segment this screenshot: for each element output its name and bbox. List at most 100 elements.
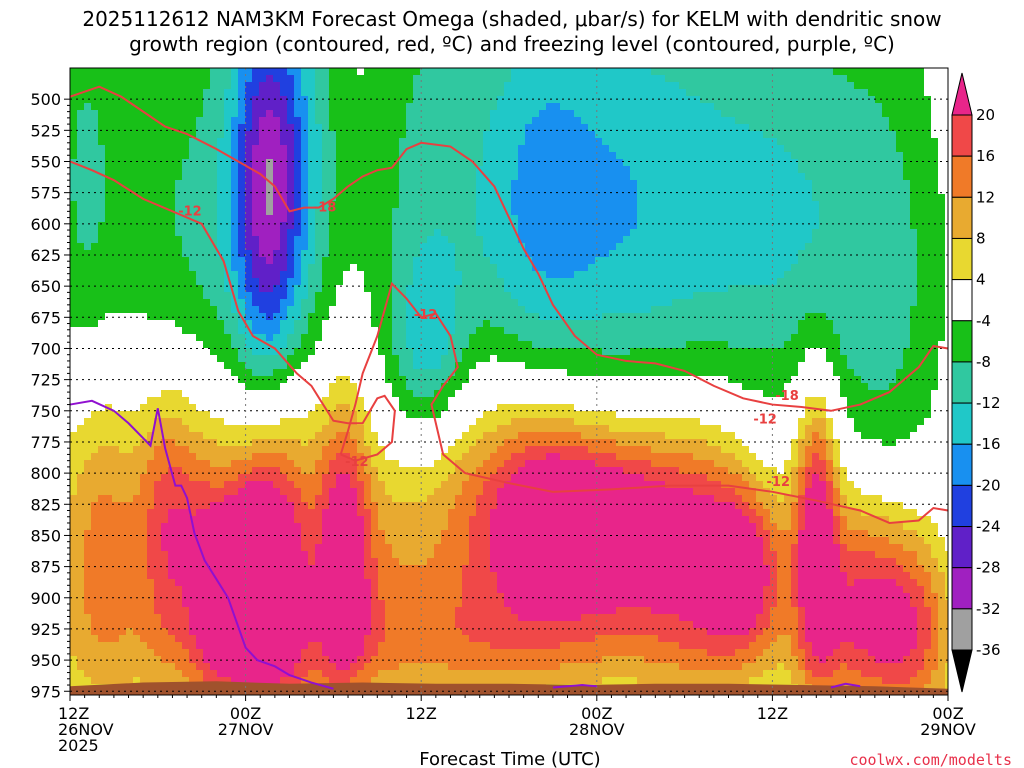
omega-cell bbox=[343, 558, 350, 565]
omega-cell bbox=[70, 474, 77, 481]
omega-cell bbox=[140, 460, 147, 467]
omega-cell bbox=[308, 103, 315, 110]
omega-cell bbox=[280, 341, 287, 348]
omega-cell bbox=[469, 208, 476, 215]
omega-cell bbox=[154, 152, 161, 159]
omega-cell bbox=[448, 320, 455, 327]
omega-cell bbox=[476, 439, 483, 446]
omega-cell bbox=[133, 166, 140, 173]
omega-cell bbox=[84, 446, 91, 453]
omega-cell bbox=[420, 649, 427, 656]
omega-cell bbox=[385, 600, 392, 607]
omega-cell bbox=[497, 250, 504, 257]
omega-cell bbox=[392, 390, 399, 397]
omega-cell bbox=[364, 250, 371, 257]
omega-cell bbox=[455, 257, 462, 264]
omega-cell bbox=[266, 593, 273, 600]
omega-cell bbox=[273, 243, 280, 250]
omega-cell bbox=[112, 215, 119, 222]
omega-cell bbox=[371, 320, 378, 327]
omega-cell bbox=[308, 649, 315, 656]
omega-cell bbox=[336, 593, 343, 600]
omega-cell bbox=[322, 446, 329, 453]
omega-cell bbox=[154, 467, 161, 474]
omega-cell bbox=[70, 649, 77, 656]
omega-cell bbox=[462, 495, 469, 502]
omega-cell bbox=[77, 649, 84, 656]
omega-cell bbox=[280, 551, 287, 558]
omega-cell bbox=[441, 229, 448, 236]
omega-cell bbox=[406, 670, 413, 677]
omega-cell bbox=[434, 173, 441, 180]
omega-cell bbox=[329, 467, 336, 474]
omega-cell bbox=[476, 565, 483, 572]
omega-cell bbox=[357, 201, 364, 208]
omega-cell bbox=[133, 572, 140, 579]
omega-cell bbox=[301, 432, 308, 439]
omega-cell bbox=[434, 201, 441, 208]
omega-cell bbox=[84, 439, 91, 446]
omega-cell bbox=[469, 544, 476, 551]
omega-cell bbox=[413, 313, 420, 320]
omega-cell bbox=[161, 411, 168, 418]
omega-cell bbox=[119, 593, 126, 600]
omega-cell bbox=[98, 439, 105, 446]
omega-cell bbox=[126, 292, 133, 299]
omega-cell bbox=[469, 110, 476, 117]
omega-cell bbox=[147, 432, 154, 439]
omega-cell bbox=[462, 649, 469, 656]
omega-cell bbox=[217, 516, 224, 523]
omega-cell bbox=[266, 516, 273, 523]
omega-cell bbox=[112, 551, 119, 558]
omega-cell bbox=[126, 607, 133, 614]
omega-cell bbox=[133, 621, 140, 628]
omega-cell bbox=[77, 264, 84, 271]
omega-cell bbox=[294, 313, 301, 320]
omega-cell bbox=[378, 600, 385, 607]
omega-cell bbox=[420, 152, 427, 159]
omega-cell bbox=[483, 600, 490, 607]
omega-cell bbox=[413, 642, 420, 649]
omega-cell bbox=[343, 208, 350, 215]
omega-cell bbox=[294, 467, 301, 474]
omega-cell bbox=[371, 663, 378, 670]
omega-cell bbox=[413, 530, 420, 537]
omega-cell bbox=[112, 117, 119, 124]
omega-cell bbox=[399, 278, 406, 285]
omega-cell bbox=[77, 194, 84, 201]
omega-cell bbox=[371, 432, 378, 439]
omega-cell bbox=[483, 271, 490, 278]
omega-cell bbox=[217, 201, 224, 208]
omega-cell bbox=[84, 236, 91, 243]
omega-cell bbox=[455, 180, 462, 187]
omega-cell bbox=[413, 152, 420, 159]
omega-cell bbox=[182, 103, 189, 110]
omega-cell bbox=[420, 495, 427, 502]
omega-cell bbox=[371, 579, 378, 586]
omega-cell bbox=[357, 89, 364, 96]
omega-cell bbox=[252, 670, 259, 677]
omega-cell bbox=[105, 215, 112, 222]
omega-cell bbox=[399, 565, 406, 572]
omega-cell bbox=[357, 397, 364, 404]
omega-cell bbox=[350, 110, 357, 117]
omega-cell bbox=[294, 586, 301, 593]
omega-cell bbox=[161, 173, 168, 180]
omega-cell bbox=[427, 628, 434, 635]
omega-cell bbox=[434, 523, 441, 530]
omega-cell bbox=[175, 572, 182, 579]
omega-cell bbox=[308, 642, 315, 649]
omega-cell bbox=[476, 124, 483, 131]
omega-cell bbox=[497, 572, 504, 579]
omega-cell bbox=[224, 453, 231, 460]
omega-cell bbox=[378, 208, 385, 215]
omega-cell bbox=[350, 544, 357, 551]
omega-cell bbox=[504, 124, 511, 131]
omega-cell bbox=[455, 341, 462, 348]
omega-cell bbox=[427, 579, 434, 586]
omega-cell bbox=[133, 145, 140, 152]
omega-cell bbox=[490, 236, 497, 243]
omega-cell bbox=[175, 593, 182, 600]
omega-cell bbox=[231, 159, 238, 166]
omega-cell bbox=[350, 131, 357, 138]
